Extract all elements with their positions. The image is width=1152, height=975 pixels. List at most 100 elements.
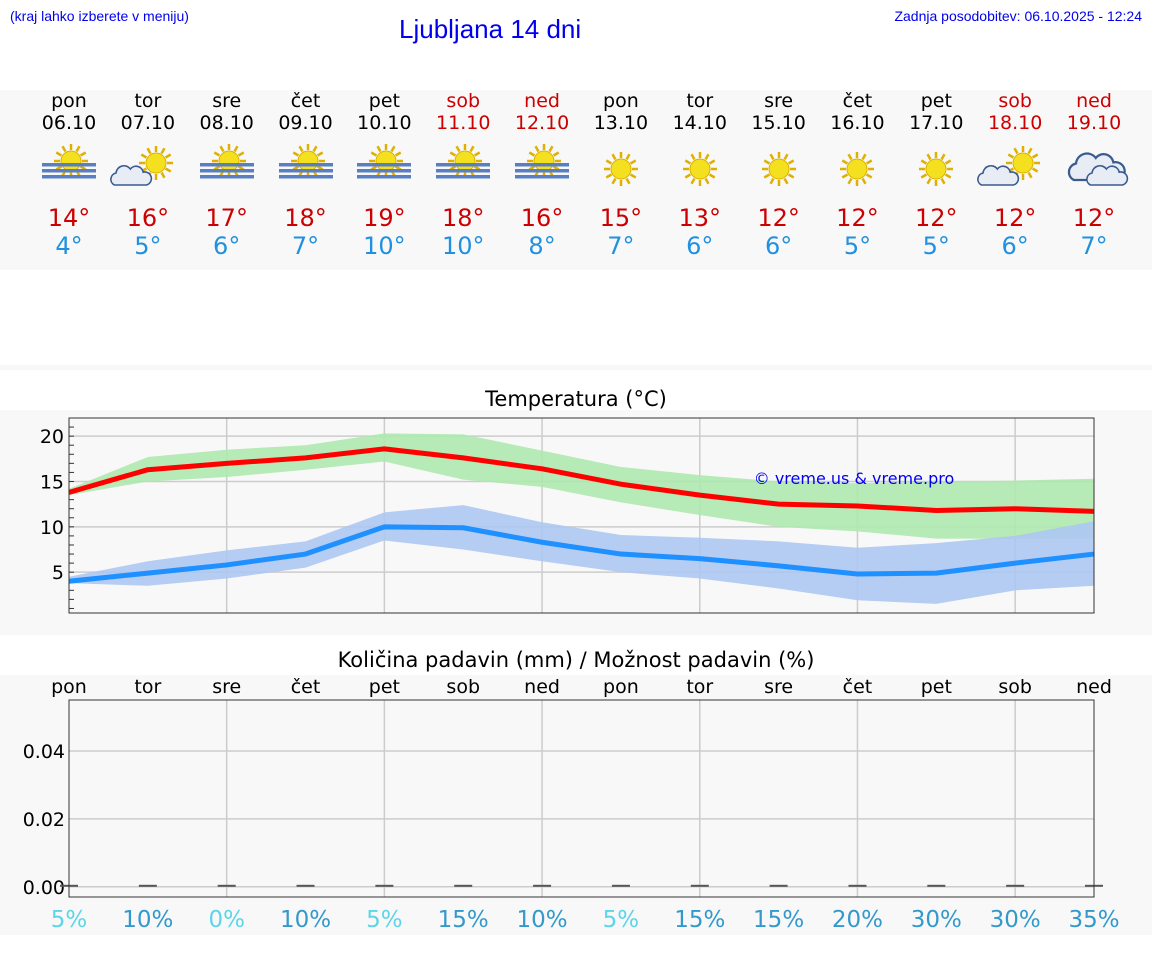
fog-sun-icon	[187, 134, 267, 204]
max-temp: 12°	[1072, 204, 1116, 232]
day-name: čet	[290, 90, 321, 112]
precip-bar	[769, 884, 788, 887]
x-day-label: pet	[921, 676, 952, 698]
x-day-label: čet	[291, 676, 321, 698]
day-date: 14.10	[672, 112, 727, 134]
precip-chance-label: 30%	[990, 907, 1041, 933]
y-tick-label: 0.04	[23, 741, 65, 763]
precip-bar	[454, 884, 473, 887]
max-temp: 15°	[599, 204, 643, 232]
precip-bar	[138, 884, 157, 887]
day-name: tor	[134, 90, 162, 112]
sun-icon	[896, 134, 976, 204]
day-column: čet 16.10 12° 5°	[817, 90, 897, 260]
day-date: 11.10	[436, 112, 491, 134]
precip-bar	[296, 884, 315, 887]
fog-sun-icon	[266, 134, 346, 204]
day-column: sob 18.10 12° 6°	[975, 90, 1055, 260]
min-temp: 6°	[764, 232, 793, 260]
y-tick-label: 10	[40, 517, 64, 539]
day-date: 16.10	[830, 112, 885, 134]
location-hint: (kraj lahko izberete v meniju)	[10, 8, 189, 24]
max-temp: 19°	[363, 204, 406, 232]
x-day-label: pet	[369, 676, 400, 698]
precip-chance-label: 5%	[603, 907, 640, 933]
day-name: pet	[368, 90, 400, 112]
day-column: pet 10.10 19° 10°	[344, 90, 424, 260]
sun-icon	[660, 134, 740, 204]
day-column: tor 14.10 13° 6°	[660, 90, 740, 260]
sun-icon	[739, 134, 819, 204]
max-temp: 16°	[520, 204, 564, 232]
min-temp: 8°	[528, 232, 556, 260]
precip-chance-label: 20%	[832, 907, 883, 933]
precip-chance-label: 30%	[911, 907, 962, 933]
temperature-chart-title: Temperatura (°C)	[485, 387, 667, 411]
precip-bar	[690, 884, 709, 887]
day-column: čet 09.10 18° 7°	[266, 90, 346, 260]
day-name: čet	[842, 90, 873, 112]
plot-frame	[68, 699, 1095, 898]
precip-chance-label: 10%	[122, 907, 173, 933]
x-day-label: pon	[603, 676, 639, 698]
min-temp: 6°	[1001, 232, 1029, 260]
day-column: pet 17.10 12° 5°	[896, 90, 976, 260]
max-temp: 12°	[836, 204, 879, 232]
day-column: sre 15.10 12° 6°	[739, 90, 819, 260]
min-temp-band	[69, 505, 1094, 604]
precip-bar	[1006, 884, 1025, 887]
day-column: tor 07.10 16° 5°	[108, 90, 188, 260]
day-date: 10.10	[357, 112, 412, 134]
fog-sun-icon	[29, 134, 109, 204]
plot-area	[69, 700, 1094, 897]
precip-bar	[848, 884, 867, 887]
day-column: pon 13.10 15° 7°	[581, 90, 661, 260]
y-tick-label: 5	[52, 562, 64, 584]
min-temp: 5°	[134, 232, 162, 260]
precip-chance-label: 5%	[51, 907, 88, 933]
day-name: ned	[1076, 90, 1112, 112]
day-name: ned	[524, 90, 560, 112]
precip-bar	[611, 884, 630, 887]
day-date: 17.10	[909, 112, 964, 134]
y-tick-label: 0.02	[23, 809, 65, 831]
day-column: sob 11.10 18° 10°	[423, 90, 503, 260]
day-name: sob	[446, 90, 481, 112]
max-temp: 14°	[47, 204, 91, 232]
day-name: sre	[212, 90, 242, 112]
x-day-label: čet	[843, 676, 873, 698]
min-temp: 7°	[1080, 232, 1108, 260]
min-temp: 10°	[363, 232, 406, 260]
sun-icon	[817, 134, 897, 204]
day-date: 13.10	[593, 112, 649, 134]
precip-chance-label: 5%	[366, 907, 403, 933]
x-day-label: pon	[51, 676, 87, 698]
plot-frame	[68, 417, 1095, 614]
max-temp-band	[69, 433, 1094, 539]
day-column: ned 19.10 12° 7°	[1054, 90, 1134, 260]
day-name: sre	[764, 90, 794, 112]
precip-bar	[375, 884, 394, 887]
day-date: 07.10	[120, 112, 176, 134]
forecast-strip: pon 06.10 14° 4° tor 07.10 16° 5° sre 08.1…	[0, 90, 1152, 270]
max-temp: 13°	[678, 204, 722, 232]
precip-bar	[927, 884, 946, 887]
copyright-annotation: © vreme.us & vreme.pro	[754, 469, 955, 488]
day-name: pon	[51, 90, 87, 112]
precip-chance-label: 15%	[438, 907, 489, 933]
max-temp-line	[68, 446, 1095, 514]
fog-sun-icon	[502, 134, 582, 204]
day-date: 15.10	[751, 112, 806, 134]
day-name: pon	[603, 90, 639, 112]
min-temp-line	[68, 524, 1095, 584]
precip-bar	[533, 884, 552, 887]
x-day-label: tor	[134, 676, 161, 698]
max-temp: 12°	[757, 204, 800, 232]
day-date: 09.10	[278, 112, 333, 134]
min-temp: 7°	[291, 232, 320, 260]
sun-icon	[581, 134, 661, 204]
divider	[0, 365, 1152, 370]
min-temp: 7°	[607, 232, 635, 260]
max-temp: 17°	[205, 204, 248, 232]
